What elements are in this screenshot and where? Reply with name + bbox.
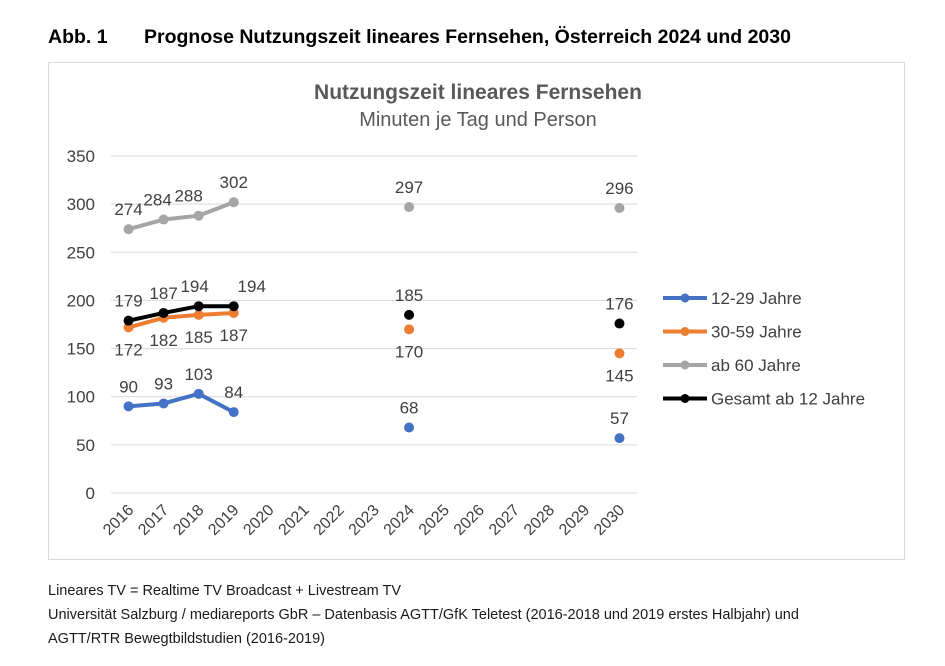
chart-frame: Nutzungszeit lineares Fernsehen Minuten j… — [48, 62, 905, 560]
y-tick-label: 0 — [86, 484, 95, 503]
line-chart: Nutzungszeit lineares Fernsehen Minuten j… — [67, 81, 865, 539]
x-tick-label: 2016 — [100, 502, 137, 539]
x-tick-label: 2017 — [135, 502, 172, 539]
data-label-12-29-jahre: 68 — [400, 399, 419, 418]
data-point-ab-60-jahre — [614, 202, 625, 213]
legend-label-gesamt-ab-12-jahre: Gesamt ab 12 Jahre — [711, 390, 865, 409]
data-label-30-59-jahre: 145 — [605, 366, 633, 385]
data-point-gesamt-ab-12-jahre — [193, 301, 204, 312]
series-line-ab-60-jahre — [126, 200, 236, 232]
x-tick-label: 2021 — [276, 502, 313, 539]
data-point-12-29-jahre — [193, 388, 204, 399]
data-label-gesamt-ab-12-jahre: 187 — [149, 284, 177, 303]
legend-label-12-29-jahre: 12-29 Jahre — [711, 289, 802, 308]
data-point-12-29-jahre — [228, 407, 239, 418]
data-label-12-29-jahre: 57 — [610, 409, 629, 428]
x-tick-label: 2018 — [170, 502, 207, 539]
footnote-source-2: AGTT/RTR Bewegtbildstudien (2016-2019) — [48, 631, 325, 647]
legend-marker-ab-60-jahre — [680, 360, 690, 370]
data-label-12-29-jahre: 90 — [119, 377, 138, 396]
data-point-30-59-jahre — [614, 348, 625, 359]
data-label-12-29-jahre: 93 — [154, 374, 173, 393]
data-point-12-29-jahre — [158, 398, 169, 409]
data-point-ab-60-jahre — [123, 224, 134, 235]
x-tick-label: 2023 — [346, 502, 383, 539]
series-line-gesamt-ab-12-jahre — [126, 304, 236, 323]
data-label-ab-60-jahre: 302 — [220, 173, 248, 192]
legend-label-30-59-jahre: 30-59 Jahre — [711, 323, 802, 342]
figure-number: Abb. 1 — [48, 26, 108, 48]
data-point-ab-60-jahre — [228, 197, 239, 208]
legend-marker-gesamt-ab-12-jahre — [680, 394, 690, 403]
data-point-ab-60-jahre — [158, 214, 169, 225]
data-label-ab-60-jahre: 274 — [114, 200, 142, 219]
data-label-30-59-jahre: 185 — [184, 328, 212, 347]
data-label-gesamt-ab-12-jahre: 194 — [238, 277, 266, 296]
x-tick-label: 2025 — [416, 502, 453, 539]
data-label-gesamt-ab-12-jahre: 176 — [605, 295, 633, 314]
data-point-gesamt-ab-12-jahre — [228, 301, 239, 312]
x-tick-label: 2020 — [240, 502, 277, 539]
data-point-30-59-jahre — [193, 309, 204, 320]
footnote-definition: Lineares TV = Realtime TV Broadcast + Li… — [48, 583, 401, 599]
figure-title-text: Prognose Nutzungszeit lineares Fernsehen… — [144, 26, 791, 48]
data-label-ab-60-jahre: 296 — [605, 179, 633, 198]
x-tick-label: 2029 — [556, 502, 593, 539]
y-tick-label: 300 — [67, 195, 95, 214]
data-label-ab-60-jahre: 284 — [143, 191, 171, 210]
chart-subtitle: Minuten je Tag und Person — [359, 109, 597, 131]
data-label-ab-60-jahre: 297 — [395, 178, 423, 197]
legend-marker-12-29-jahre — [680, 293, 690, 303]
data-point-12-29-jahre — [404, 422, 415, 433]
data-label-30-59-jahre: 187 — [220, 326, 248, 345]
data-label-30-59-jahre: 172 — [114, 340, 142, 359]
data-label-gesamt-ab-12-jahre: 194 — [180, 277, 208, 296]
series-line-12-29-jahre — [126, 391, 236, 415]
x-tick-label: 2027 — [486, 502, 523, 539]
y-tick-label: 150 — [67, 340, 95, 359]
data-label-12-29-jahre: 84 — [224, 383, 243, 402]
x-tick-label: 2030 — [591, 502, 628, 539]
data-point-30-59-jahre — [404, 324, 415, 335]
data-label-30-59-jahre: 170 — [395, 342, 423, 361]
y-tick-label: 250 — [67, 243, 95, 262]
y-tick-label: 350 — [67, 147, 95, 166]
data-point-12-29-jahre — [123, 401, 134, 412]
chart-title: Nutzungszeit lineares Fernsehen — [314, 81, 642, 104]
y-tick-label: 100 — [67, 388, 95, 407]
data-label-30-59-jahre: 182 — [149, 331, 177, 350]
x-tick-label: 2019 — [205, 502, 242, 539]
data-point-gesamt-ab-12-jahre — [123, 315, 134, 326]
legend-marker-30-59-jahre — [680, 327, 690, 336]
data-label-gesamt-ab-12-jahre: 179 — [114, 292, 142, 311]
x-tick-label: 2024 — [381, 502, 418, 539]
data-point-12-29-jahre — [614, 433, 625, 444]
data-point-gesamt-ab-12-jahre — [614, 318, 625, 329]
series-line-30-59-jahre — [126, 310, 236, 330]
data-point-ab-60-jahre — [404, 202, 415, 213]
legend-label-ab-60-jahre: ab 60 Jahre — [711, 356, 801, 375]
y-tick-label: 200 — [67, 291, 95, 310]
data-label-12-29-jahre: 103 — [184, 365, 212, 384]
data-point-gesamt-ab-12-jahre — [158, 307, 169, 318]
data-label-ab-60-jahre: 288 — [174, 187, 202, 206]
data-point-ab-60-jahre — [193, 210, 204, 221]
x-tick-label: 2022 — [311, 502, 348, 539]
x-tick-label: 2028 — [521, 502, 558, 539]
data-label-gesamt-ab-12-jahre: 185 — [395, 286, 423, 305]
figure-title: Abb. 1 Prognose Nutzungszeit lineares Fer… — [48, 26, 791, 49]
footnote-source-1: Universität Salzburg / mediareports GbR … — [48, 607, 799, 623]
data-point-gesamt-ab-12-jahre — [404, 309, 415, 320]
x-tick-label: 2026 — [451, 502, 488, 539]
y-tick-label: 50 — [76, 436, 95, 455]
